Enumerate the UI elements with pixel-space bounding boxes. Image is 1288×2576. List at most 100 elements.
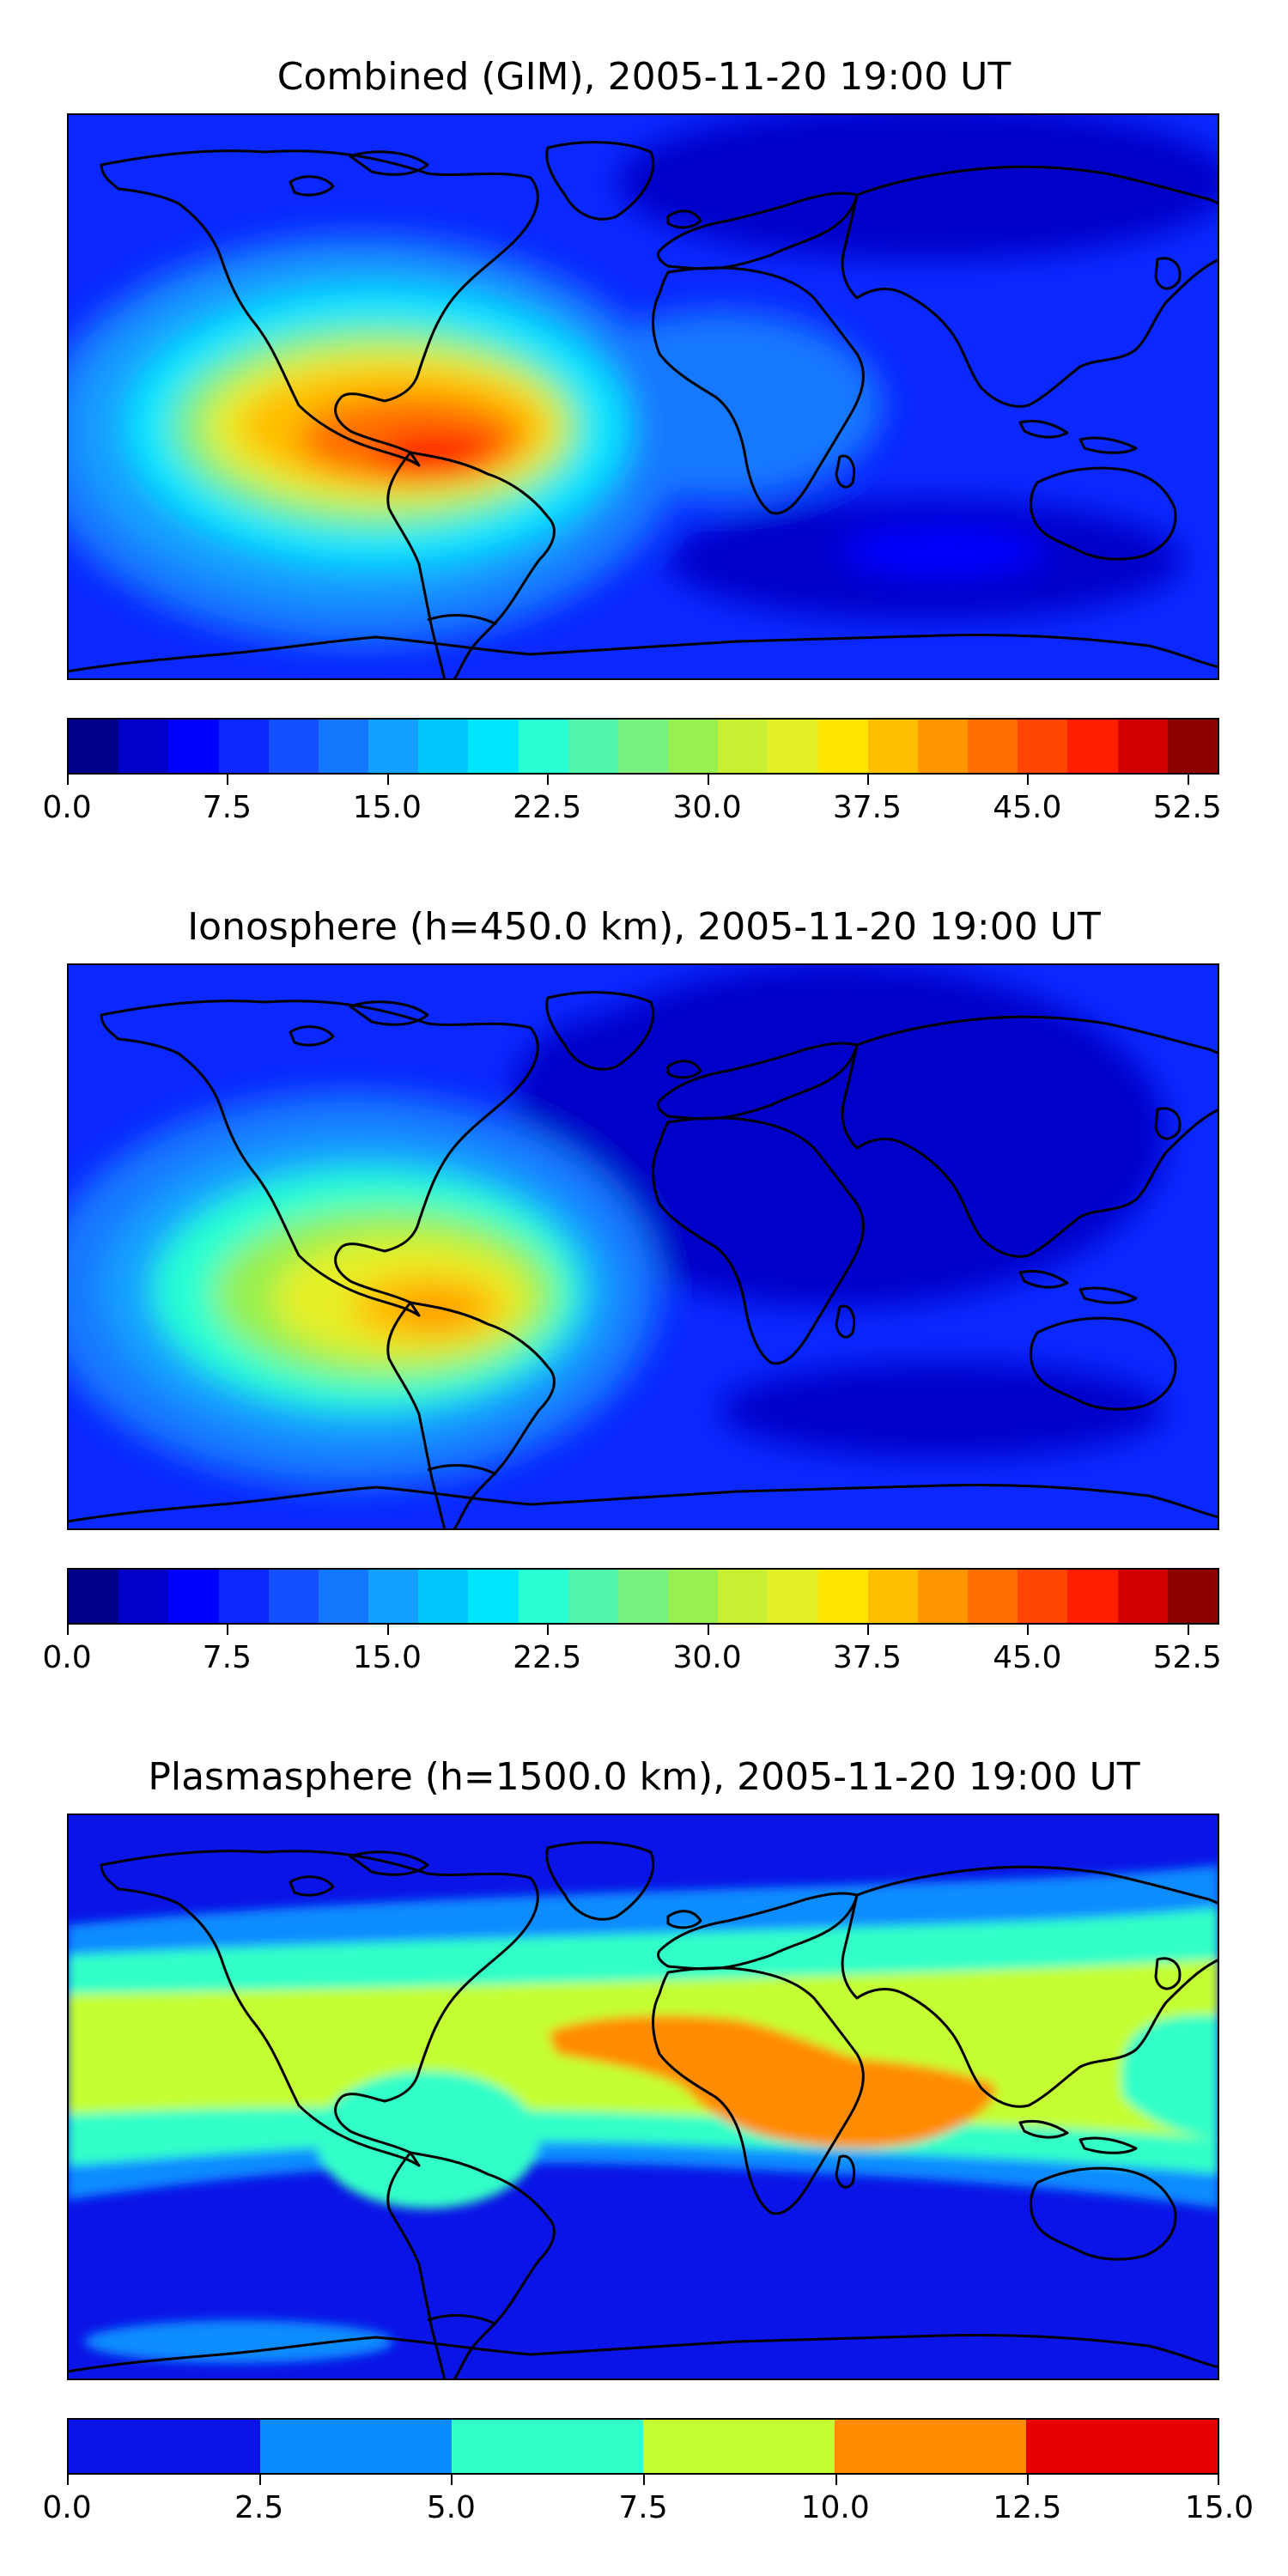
colorbar-swatch — [1018, 1570, 1068, 1623]
colorbar-swatch — [268, 720, 319, 773]
panel-3-colorbar-ticks: 0.0 2.5 5.0 7.5 10.0 12.5 15.0 — [42, 2475, 1254, 2526]
colorbar-tick — [1027, 1625, 1030, 1635]
colorbar-swatch — [718, 720, 769, 773]
colorbar-swatch — [768, 720, 818, 773]
colorbar-swatch — [368, 720, 419, 773]
colorbar-swatch — [418, 1570, 469, 1623]
colorbar-tick — [67, 1625, 69, 1635]
colorbar-swatch — [218, 1570, 269, 1623]
colorbar-swatch — [617, 720, 669, 773]
colorbar-tick-label: 0.0 — [42, 790, 92, 825]
colorbar-tick — [1027, 2475, 1030, 2485]
colorbar-tick-label: 52.5 — [1152, 1640, 1222, 1675]
colorbar-swatch — [168, 720, 219, 773]
colorbar-swatch — [368, 1570, 419, 1623]
colorbar-tick — [227, 1625, 229, 1635]
panel-2-colorbar — [67, 1568, 1219, 1625]
colorbar-swatch — [468, 720, 519, 773]
colorbar-swatch — [835, 2420, 1026, 2473]
colorbar-tick-label: 15.0 — [1184, 2490, 1255, 2525]
colorbar-tick-label: 7.5 — [202, 790, 252, 825]
colorbar-swatch — [1167, 1570, 1218, 1623]
colorbar-swatch — [568, 720, 618, 773]
panel-2-title: Ionosphere (h=450.0 km), 2005-11-20 19:0… — [187, 905, 1101, 949]
colorbar-swatch — [1067, 720, 1118, 773]
colorbar-tick — [1187, 1625, 1189, 1635]
colorbar-tick-label: 0.0 — [42, 1640, 92, 1675]
panel-1-title: Combined (GIM), 2005-11-20 19:00 UT — [276, 55, 1012, 99]
colorbar-swatch — [718, 1570, 769, 1623]
colorbar-swatch — [668, 1570, 719, 1623]
colorbar-tick-label: 45.0 — [993, 1640, 1062, 1675]
colorbar-tick-label: 10.0 — [800, 2490, 870, 2525]
colorbar-swatch — [168, 1570, 219, 1623]
colorbar-tick — [1187, 775, 1189, 785]
colorbar-tick — [386, 775, 389, 785]
colorbar-swatch — [318, 1570, 369, 1623]
colorbar-tick — [866, 1625, 869, 1635]
colorbar-tick — [707, 775, 709, 785]
panel-3-title: Plasmasphere (h=1500.0 km), 2005-11-20 1… — [148, 1755, 1140, 1799]
colorbar-swatch — [817, 720, 868, 773]
colorbar-tick-label: 45.0 — [993, 790, 1062, 825]
panel-3-colorbar — [67, 2418, 1219, 2475]
colorbar-tick — [386, 1625, 389, 1635]
panel-2-colorbar-ticks: 0.0 7.5 15.0 22.5 30.0 37.5 45.0 52.5 — [42, 1625, 1222, 1676]
colorbar-swatch — [867, 1570, 918, 1623]
colorbar-swatch — [518, 720, 568, 773]
colorbar-swatch — [1018, 720, 1068, 773]
colorbar-swatch — [668, 720, 719, 773]
colorbar-swatch — [69, 2420, 260, 2473]
panel-1-colorbar — [67, 718, 1219, 775]
colorbar-swatch — [968, 720, 1018, 773]
colorbar-tick-label: 7.5 — [202, 1640, 252, 1675]
colorbar-swatch — [643, 2420, 835, 2473]
colorbar-swatch — [568, 1570, 618, 1623]
colorbar-swatch — [452, 2420, 643, 2473]
colorbar-swatch — [118, 720, 169, 773]
colorbar-tick-label: 37.5 — [832, 790, 902, 825]
colorbar-tick-label: 22.5 — [513, 1640, 582, 1675]
colorbar-tick — [258, 2475, 261, 2485]
colorbar-swatch — [260, 2420, 452, 2473]
panel-1-colorbar-ticks: 0.0 7.5 15.0 22.5 30.0 37.5 45.0 52.5 — [42, 775, 1222, 826]
colorbar-tick-label: 12.5 — [993, 2490, 1062, 2525]
colorbar-tick-label: 15.0 — [352, 790, 422, 825]
colorbar-swatch — [968, 1570, 1018, 1623]
colorbar-swatch — [1117, 720, 1168, 773]
colorbar-swatch — [1026, 2420, 1218, 2473]
colorbar-tick-label: 15.0 — [352, 1640, 422, 1675]
colorbar-swatch — [69, 720, 119, 773]
panel-2-map — [67, 963, 1219, 1530]
colorbar-tick-label: 2.5 — [234, 2490, 284, 2525]
colorbar-swatch — [318, 720, 369, 773]
colorbar-tick — [1027, 775, 1030, 785]
colorbar-swatch — [268, 1570, 319, 1623]
colorbar-tick-label: 5.0 — [426, 2490, 476, 2525]
colorbar-swatch — [917, 720, 969, 773]
colorbar-swatch — [617, 1570, 669, 1623]
colorbar-swatch — [1167, 720, 1218, 773]
colorbar-tick-label: 30.0 — [672, 1640, 742, 1675]
colorbar-swatch — [418, 720, 469, 773]
colorbar-tick-label: 0.0 — [42, 2490, 92, 2525]
colorbar-swatch — [768, 1570, 818, 1623]
colorbar-tick — [227, 775, 229, 785]
colorbar-tick — [547, 775, 550, 785]
colorbar-swatch — [218, 720, 269, 773]
colorbar-tick-label: 52.5 — [1152, 790, 1222, 825]
colorbar-tick-label: 7.5 — [618, 2490, 668, 2525]
colorbar-swatch — [468, 1570, 519, 1623]
panel-1-map — [67, 113, 1219, 680]
colorbar-swatch — [118, 1570, 169, 1623]
colorbar-swatch — [69, 1570, 119, 1623]
colorbar-tick-label: 30.0 — [672, 790, 742, 825]
colorbar-tick — [547, 1625, 550, 1635]
colorbar-tick — [866, 775, 869, 785]
colorbar-tick — [835, 2475, 837, 2485]
colorbar-tick — [707, 1625, 709, 1635]
colorbar-tick — [67, 775, 69, 785]
colorbar-swatch — [867, 720, 918, 773]
colorbar-tick — [643, 2475, 645, 2485]
colorbar-tick-label: 22.5 — [513, 790, 582, 825]
